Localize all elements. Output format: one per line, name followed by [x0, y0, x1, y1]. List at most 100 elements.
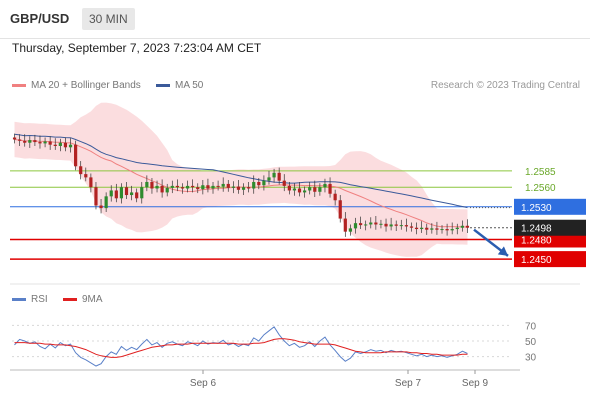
candle-body [252, 181, 256, 189]
candle-body [282, 180, 286, 186]
ma50-line [14, 133, 468, 209]
candle-body [409, 226, 414, 228]
candle-body [38, 142, 42, 144]
ma20-swatch [12, 84, 26, 87]
legend-ma20: MA 20 + Bollinger Bands [12, 80, 141, 91]
candle-body [135, 192, 139, 199]
candle-body [292, 188, 297, 191]
candle-body [160, 185, 164, 193]
candle-body [364, 224, 368, 226]
candle-body [369, 222, 373, 225]
candle-body [272, 172, 276, 178]
candle-body [206, 185, 210, 189]
candle-body [247, 187, 251, 189]
candle-body [33, 140, 37, 143]
candle-body [450, 229, 454, 231]
candle-body [257, 181, 261, 186]
candle-body [165, 187, 169, 193]
legend-ma50: MA 50 [156, 80, 203, 91]
candle-body [262, 180, 266, 186]
time-tick-label-2: Sep 9 [462, 378, 489, 389]
candle-body [313, 187, 317, 192]
rsi-swatch [12, 298, 26, 301]
level-badge-2 [514, 198, 586, 215]
candle-body [74, 144, 78, 167]
rsi-tick-label-0: 70 [525, 321, 537, 332]
level-badge-4 [514, 251, 586, 268]
timeframe-badge[interactable]: 30 MIN [82, 8, 135, 30]
candle-body [333, 193, 337, 201]
candle-body [94, 187, 98, 206]
candle-body [374, 222, 378, 225]
candle-body [191, 185, 195, 188]
candle-body [318, 187, 322, 192]
candle-body [124, 187, 129, 196]
candle-body [445, 229, 449, 231]
candle-body [343, 218, 347, 232]
bollinger-band [14, 102, 468, 257]
forecast-arrow-head [497, 246, 508, 256]
candle-body [303, 190, 307, 193]
candle-body [465, 225, 470, 228]
rsi-tick-label-2: 30 [525, 353, 537, 364]
candle-body [379, 223, 383, 225]
level-label-2: 1.2530 [521, 203, 552, 214]
candle-body [43, 141, 47, 144]
candle-body [389, 224, 393, 227]
candle-body [384, 223, 388, 227]
candle-body [267, 177, 271, 181]
ma20-line [14, 139, 468, 228]
ma9-swatch [63, 298, 77, 301]
candle-body [185, 185, 190, 189]
candle-body [28, 140, 32, 143]
candle-body [358, 223, 363, 226]
candle-body [241, 187, 246, 190]
candle-body [277, 172, 281, 181]
chart-header: GBP/USD 30 MIN [0, 0, 590, 39]
candle-body [140, 187, 144, 199]
candle-body [404, 225, 408, 227]
candle-body [89, 177, 93, 188]
candle-body [420, 227, 424, 230]
candle-body [394, 224, 398, 226]
rsi-label: RSI [31, 294, 48, 305]
candle-body [455, 227, 459, 230]
legend-rsi: RSI [12, 294, 48, 305]
candle-body [323, 183, 327, 188]
rsi-line [14, 326, 468, 367]
candle-body [221, 183, 225, 187]
candle-body [460, 225, 464, 228]
candle-body [338, 200, 342, 219]
current-price-badge [514, 219, 586, 236]
candle-body [353, 223, 358, 229]
candle-body [23, 140, 27, 143]
candle-body [430, 228, 434, 230]
candle-body [216, 185, 220, 187]
candle-body [425, 227, 429, 230]
candle-body [196, 187, 200, 190]
candle-body [145, 181, 149, 188]
candle-body [399, 225, 403, 227]
time-tick-label-0: Sep 6 [190, 378, 217, 389]
candle-body [170, 185, 174, 188]
candle-body [84, 174, 88, 178]
symbol-label: GBP/USD [10, 11, 70, 26]
candle-body [68, 144, 73, 148]
candle-body [18, 139, 22, 141]
candle-body [348, 228, 353, 232]
candle-body [231, 186, 235, 188]
level-label-3: 1.2480 [521, 236, 552, 247]
candle-body [114, 190, 118, 199]
candle-body [150, 181, 154, 189]
ma50-label: MA 50 [175, 80, 204, 91]
rsi-tick-label-1: 50 [525, 337, 537, 348]
candle-body [308, 187, 312, 191]
rsi-9ma-line [14, 338, 468, 358]
candle-body [109, 190, 113, 197]
ma20-label: MA 20 + Bollinger Bands [31, 80, 141, 91]
candle-body [287, 185, 291, 191]
candle-body [297, 188, 302, 193]
ma9-label: 9MA [82, 294, 103, 305]
candle-body [53, 144, 57, 146]
